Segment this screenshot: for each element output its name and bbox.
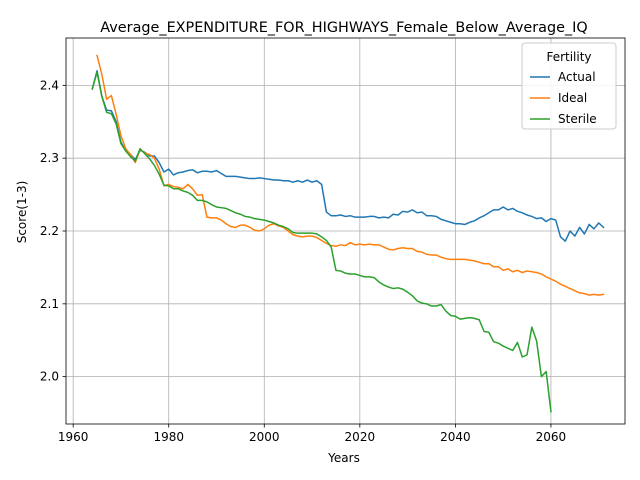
x-axis-ticks: 1960 1980 2000 2020 2040 2060: [58, 424, 566, 444]
x-tick-label: 2000: [249, 430, 280, 444]
legend-box: [521, 42, 617, 130]
y-axis-ticks: 2.0 2.1 2.2 2.3 2.4: [40, 78, 66, 384]
series-lines: [91, 54, 605, 413]
y-tick-label: 2.4: [40, 78, 59, 92]
x-tick-label: 1960: [58, 430, 89, 444]
x-tick-label: 2060: [536, 430, 567, 444]
x-axis-label: Years: [327, 451, 360, 465]
y-tick-label: 2.2: [40, 224, 59, 238]
series-line-ideal: [96, 54, 605, 296]
legend-label-actual: Actual: [558, 70, 596, 84]
legend-title: Fertility: [546, 50, 591, 64]
legend-label-ideal: Ideal: [558, 91, 587, 105]
y-tick-label: 2.0: [40, 370, 59, 384]
x-tick-label: 2020: [345, 430, 376, 444]
legend-label-sterile: Sterile: [558, 112, 597, 126]
y-tick-label: 2.3: [40, 151, 59, 165]
series-line-sterile: [91, 71, 552, 413]
x-tick-label: 2040: [440, 430, 471, 444]
legend: Fertility Actual Ideal Sterile: [521, 42, 617, 130]
series-line-actual: [91, 70, 605, 242]
chart-title: Average_EXPENDITURE_FOR_HIGHWAYS_Female_…: [100, 20, 587, 36]
legend-items: Actual Ideal Sterile: [530, 70, 597, 126]
x-tick-label: 1980: [153, 430, 184, 444]
y-tick-label: 2.1: [40, 297, 59, 311]
y-axis-label: Score(1-3): [15, 181, 29, 244]
